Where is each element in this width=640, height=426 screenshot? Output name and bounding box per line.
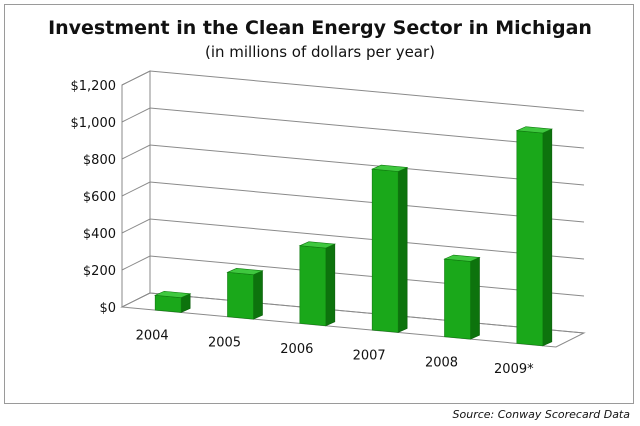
gridline: [121, 107, 585, 149]
x-tick-label: 2008: [425, 355, 458, 370]
bar: [153, 290, 192, 313]
gridlines: [121, 70, 585, 334]
x-axis-ticks: 2004 2005 2006 2007 2008 2009*: [136, 329, 535, 377]
bars: [153, 126, 554, 347]
gridline: [121, 181, 585, 223]
y-tick-label: $200: [83, 264, 116, 279]
bar: [226, 268, 264, 320]
bar: [443, 254, 481, 340]
y-tick-label: $1,200: [71, 79, 117, 94]
bar: [298, 241, 337, 327]
gridline: [121, 218, 585, 260]
x-tick-label: 2007: [353, 349, 386, 364]
floor: [120, 292, 586, 348]
y-tick-label: $0: [99, 301, 116, 316]
x-tick-label: 2005: [208, 335, 241, 350]
x-tick-label: 2009*: [494, 362, 534, 377]
gridline: [121, 144, 585, 186]
chart-subtitle: (in millions of dollars per year): [204, 43, 436, 61]
y-tick-label: $800: [83, 153, 116, 168]
chart-walls: [120, 70, 586, 348]
gridline: [121, 292, 585, 334]
source-note: Source: Conway Scorecard Data: [452, 408, 630, 421]
y-tick-label: $600: [83, 190, 116, 205]
gridline: [121, 70, 585, 112]
bar: [370, 164, 409, 333]
x-tick-label: 2004: [136, 329, 169, 344]
bar: [515, 126, 554, 347]
x-tick-label: 2006: [280, 342, 313, 357]
chart-title: Investment in the Clean Energy Sector in…: [48, 17, 592, 39]
gridline: [121, 255, 585, 297]
y-axis-ticks: $0 $200 $400 $600 $800 $1,000 $1,200: [71, 79, 117, 316]
y-tick-label: $400: [83, 227, 116, 242]
y-tick-label: $1,000: [71, 116, 117, 131]
